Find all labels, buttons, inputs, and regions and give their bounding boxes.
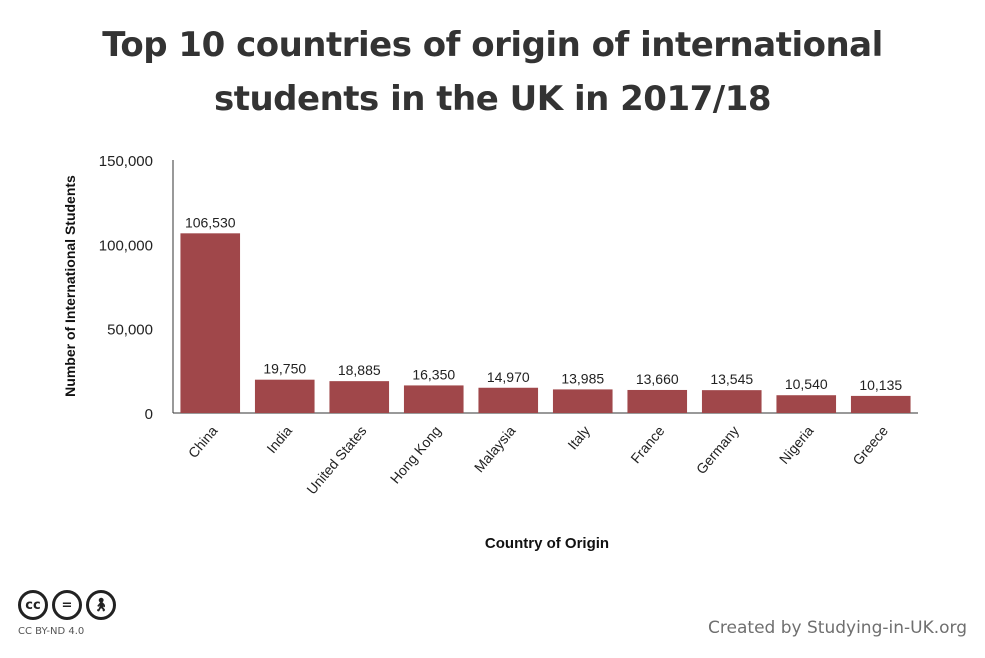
x-tick-label: India (263, 422, 295, 456)
x-tick-label: China (185, 422, 221, 460)
bar (180, 233, 241, 413)
x-tick-label: Italy (564, 423, 593, 453)
bar-value-label: 10,540 (785, 376, 828, 392)
no-derivatives-icon: = (52, 590, 82, 620)
bar-value-label: 13,545 (710, 371, 753, 387)
license-label: CC BY-ND 4.0 (18, 626, 85, 637)
x-tick-label: France (627, 422, 667, 466)
x-tick-label: Hong Kong (387, 423, 444, 487)
x-tick-label: Greece (849, 422, 891, 468)
bar-value-label: 19,750 (263, 361, 306, 377)
chart-title-line-1: Top 10 countries of origin of internatio… (102, 25, 883, 65)
bar-value-label: 106,530 (185, 214, 236, 230)
attribution-icon: 🚶︎ (86, 590, 116, 620)
x-tick-label: Nigeria (776, 422, 817, 466)
bar (850, 395, 911, 413)
y-tick-label: 0 (145, 406, 153, 423)
bar (627, 389, 688, 413)
chart-title-line-2: students in the UK in 2017/18 (213, 79, 772, 119)
bar-value-label: 13,985 (561, 370, 604, 386)
bar (329, 381, 390, 413)
x-tick-label: Germany (693, 423, 742, 477)
y-tick-label: 50,000 (107, 322, 153, 339)
license-badge[interactable]: cc = 🚶︎ CC BY-ND 4.0 (18, 590, 116, 637)
bar-value-label: 14,970 (487, 369, 530, 385)
bar (403, 385, 464, 413)
chart-title: Top 10 countries of origin of internatio… (0, 18, 985, 126)
bar (552, 389, 613, 413)
y-axis-title: Number of International Students (62, 175, 78, 397)
bar (478, 387, 539, 413)
footer-credit[interactable]: Created by Studying-in-UK.org (708, 618, 967, 638)
bar (776, 395, 837, 413)
bar-value-label: 18,885 (338, 362, 381, 378)
cc-icon: cc (18, 590, 48, 620)
bar-value-label: 16,350 (412, 366, 455, 382)
bar (254, 379, 315, 413)
x-tick-label: Malaysia (471, 422, 519, 475)
y-tick-label: 150,000 (99, 153, 153, 170)
bar-value-label: 10,135 (859, 377, 902, 393)
y-tick-label: 100,000 (99, 237, 153, 254)
x-axis-title: Country of Origin (485, 535, 609, 552)
bar-value-label: 13,660 (636, 371, 679, 387)
bar (701, 390, 762, 413)
x-tick-label: United States (303, 423, 369, 498)
